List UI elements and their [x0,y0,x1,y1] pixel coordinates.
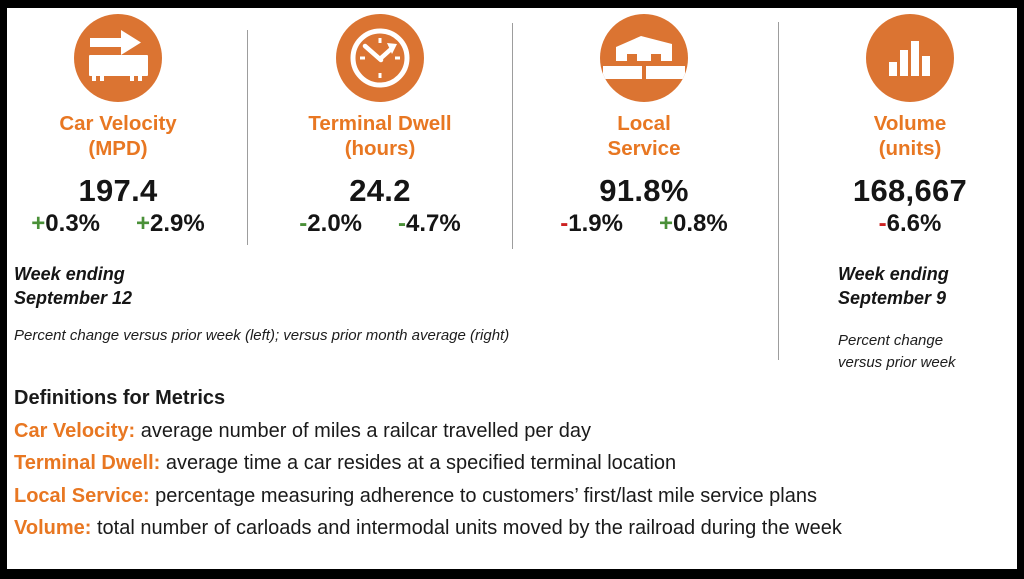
metric-label: Car Velocity (MPD) [59,112,177,160]
metric-changes: -2.0% -4.7% [260,210,500,238]
clock-icon [336,14,424,102]
definition-car-velocity: Car Velocity: average number of miles a … [14,419,591,442]
metric-card-local-service: Local Service 91.8% -1.9% +0.8% [524,14,764,238]
percent-change-note-left: Percent change versus prior week (left);… [14,327,510,344]
metric-label: Local Service [607,112,681,160]
change-vs-prior-month: +2.9% [136,210,205,237]
column-divider [247,30,248,245]
metric-changes: +0.3% +2.9% [7,210,229,238]
definition-local-service: Local Service: percentage measuring adhe… [14,484,817,507]
definition-volume: Volume: total number of carloads and int… [14,517,842,539]
metric-changes: -6.6% [790,210,1024,238]
metric-value: 197.4 [78,173,158,208]
metric-value: 24.2 [349,173,411,208]
change-vs-prior-week: -1.9% [560,210,623,237]
metric-changes: -1.9% +0.8% [524,210,764,238]
metric-card-volume: Volume (units) 168,667 -6.6% [790,14,1024,238]
metric-card-terminal-dwell: Terminal Dwell (hours) 24.2 -2.0% -4.7% [260,14,500,238]
definition-terminal-dwell: Terminal Dwell: average time a car resid… [14,452,677,474]
definitions-section: Definitions for Metrics Car Velocity: av… [14,382,842,545]
metric-value: 168,667 [852,173,968,208]
definitions-heading: Definitions for Metrics [14,387,226,409]
week-ending-right: Week ending September 9 [838,264,949,309]
change-vs-prior-month: -4.7% [398,210,461,237]
terminal-building-icon [600,14,688,102]
column-divider [512,23,513,249]
change-vs-prior-week: -2.0% [299,210,362,237]
metric-value: 91.8% [599,173,689,208]
railcar-speed-icon [74,14,162,102]
change-vs-prior-week: +0.3% [31,210,100,237]
metric-card-car-velocity: Car Velocity (MPD) 197.4 +0.3% +2.9% [7,14,229,238]
change-vs-prior-week: -6.6% [878,210,942,237]
change-vs-prior-month: +0.8% [658,210,728,237]
week-ending-left: Week ending September 12 [14,264,133,309]
bar-chart-icon [866,14,954,102]
column-divider [778,22,779,360]
metric-label: Terminal Dwell (hours) [308,112,452,160]
percent-change-note-right: Percent change versus prior week [838,332,956,371]
dashboard-panel: Car Velocity (MPD) 197.4 +0.3% +2.9% [7,8,1017,569]
metric-label: Volume (units) [873,112,947,160]
